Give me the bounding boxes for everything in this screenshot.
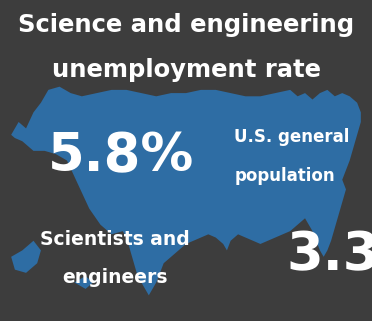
Text: 3.3%: 3.3% bbox=[286, 230, 372, 282]
Text: U.S. general: U.S. general bbox=[234, 128, 350, 146]
Polygon shape bbox=[74, 276, 93, 289]
Polygon shape bbox=[11, 241, 41, 273]
Text: engineers: engineers bbox=[62, 268, 168, 287]
Text: Science and engineering: Science and engineering bbox=[18, 13, 354, 37]
Text: 5.8%: 5.8% bbox=[48, 130, 195, 182]
Text: unemployment rate: unemployment rate bbox=[51, 58, 321, 82]
Text: population: population bbox=[234, 167, 335, 185]
Text: Scientists and: Scientists and bbox=[41, 230, 190, 248]
Polygon shape bbox=[11, 87, 361, 295]
